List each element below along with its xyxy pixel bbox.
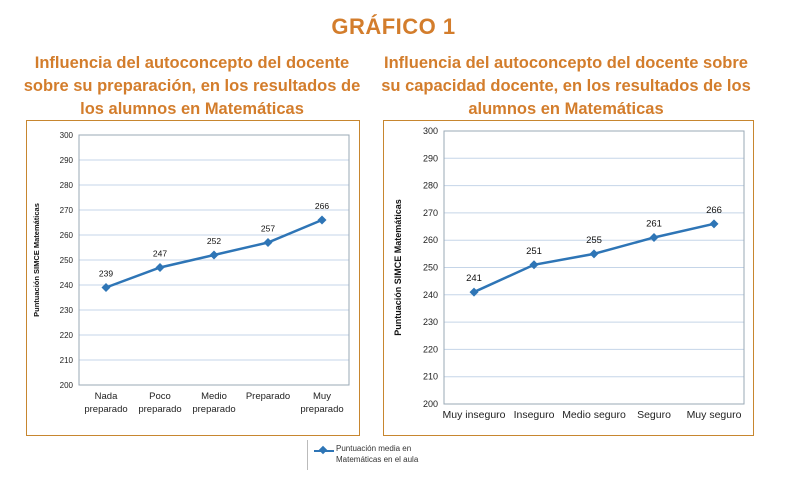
data-label: 252	[207, 236, 221, 246]
y-tick-label: 240	[60, 281, 74, 290]
y-axis-label: Puntuación SIMCE Matemáticas	[32, 203, 41, 317]
data-label: 255	[586, 235, 602, 246]
y-tick-label: 210	[423, 372, 438, 382]
y-tick-label: 280	[423, 181, 438, 191]
plot-area	[78, 134, 350, 386]
x-tick-label: Muy inseguro	[442, 409, 505, 421]
legend-marker	[318, 445, 328, 455]
data-point	[101, 283, 111, 292]
data-point	[709, 219, 719, 229]
x-tick-label: Preparado	[246, 391, 290, 402]
y-tick-label: 260	[60, 231, 74, 240]
y-tick-label: 210	[60, 356, 74, 365]
chart-preparacion: 200 210 220 230 240 250 260 270 280 290 300 Puntuac…	[26, 120, 360, 436]
y-tick-label: 280	[60, 181, 74, 190]
data-label: 251	[526, 246, 542, 257]
data-point	[529, 260, 539, 270]
data-label: 261	[646, 218, 662, 229]
x-tick-label: Inseguro	[514, 409, 555, 421]
y-tick-label: 230	[60, 306, 74, 315]
x-tick-label: Medio seguro	[562, 409, 626, 421]
y-tick-label: 250	[60, 256, 74, 265]
chart-capacidad: 200 210 220 230 240 250 260 270 280 290 300 Puntuac…	[383, 120, 754, 436]
y-tick-label: 290	[60, 156, 74, 165]
chart-legend: Puntuación media en Matemáticas en el au…	[307, 440, 458, 470]
data-point	[155, 263, 165, 272]
data-point	[469, 287, 479, 297]
x-tick-label: Medio preparado	[192, 391, 235, 415]
data-label: 241	[466, 273, 482, 284]
y-tick-label: 300	[60, 131, 74, 140]
y-tick-label: 200	[60, 381, 74, 390]
y-tick-label: 230	[423, 317, 438, 327]
y-axis-label: Puntuación SIMCE Matemáticas	[393, 199, 403, 336]
data-point	[263, 238, 273, 247]
y-tick-label: 200	[423, 399, 438, 409]
plot-area	[443, 130, 745, 405]
data-label: 247	[153, 249, 167, 259]
figure-title: GRÁFICO 1	[331, 14, 456, 39]
y-tick-label: 300	[423, 126, 438, 136]
x-tick-label: Seguro	[637, 409, 671, 421]
x-tick-label: Muy preparado	[300, 391, 343, 415]
data-label: 239	[99, 269, 113, 279]
chart-preparacion-svg: 200 210 220 230 240 250 260 270 280 290 300 Puntuac…	[32, 131, 350, 415]
y-tick-label: 220	[60, 331, 74, 340]
y-tick-label: 270	[423, 208, 438, 218]
data-label: 266	[315, 201, 329, 211]
x-tick-label: Muy seguro	[687, 409, 742, 421]
data-point	[649, 232, 659, 242]
y-tick-label: 220	[423, 344, 438, 354]
chart-title-capacidad: Influencia del autoconcepto del docente …	[381, 54, 751, 118]
chart-title-preparacion: Influencia del autoconcepto del docente …	[23, 54, 361, 118]
y-tick-label: 290	[423, 153, 438, 163]
data-point	[209, 250, 219, 260]
y-tick-label: 260	[423, 235, 438, 245]
data-point	[317, 215, 327, 225]
y-tick-label: 240	[423, 290, 438, 300]
data-label: 266	[706, 205, 722, 216]
chart-capacidad-svg: 200 210 220 230 240 250 260 270 280 290 300 Puntuac…	[393, 126, 745, 421]
y-tick-label: 250	[423, 263, 438, 273]
data-point	[589, 249, 599, 259]
y-tick-label: 270	[60, 206, 74, 215]
x-tick-label: Nada preparado	[84, 391, 127, 415]
x-tick-label: Poco preparado	[138, 391, 181, 415]
legend-label: Puntuación media en Matemáticas en el au…	[336, 444, 419, 464]
data-label: 257	[261, 224, 275, 234]
